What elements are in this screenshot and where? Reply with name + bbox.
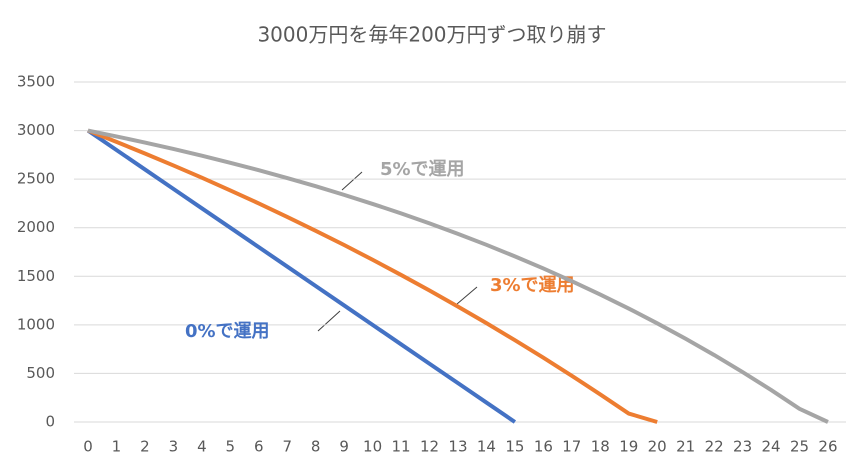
x-tick-label: 12 <box>420 438 439 456</box>
x-tick-label: 4 <box>197 438 207 456</box>
series-line <box>87 128 658 424</box>
x-tick-label: 0 <box>83 438 93 456</box>
x-tick-label: 3 <box>169 438 179 456</box>
leader-line <box>341 171 363 191</box>
y-tick-label: 2500 <box>17 170 55 188</box>
x-tick-label: 10 <box>363 438 382 456</box>
y-tick-label: 2000 <box>17 218 55 236</box>
series-label: 0%で運用 <box>185 321 270 342</box>
x-tick-label: 16 <box>534 438 553 456</box>
x-tick-label: 15 <box>505 438 524 456</box>
x-tick-label: 25 <box>790 438 809 456</box>
x-tick-label: 17 <box>562 438 581 456</box>
y-tick-label: 1000 <box>17 315 55 333</box>
x-tick-label: 26 <box>818 438 837 456</box>
x-tick-label: 14 <box>477 438 496 456</box>
x-tick-label: 9 <box>339 438 349 456</box>
series-label: 3%で運用 <box>490 275 575 296</box>
x-tick-label: 23 <box>733 438 752 456</box>
series-label: 5%で運用 <box>380 159 465 180</box>
x-tick-label: 5 <box>226 438 236 456</box>
series-line <box>87 128 829 424</box>
y-tick-label: 3500 <box>17 73 55 91</box>
x-tick-label: 13 <box>448 438 467 456</box>
leader-line <box>317 310 341 332</box>
y-tick-label: 500 <box>26 364 55 382</box>
leader-line <box>456 286 478 305</box>
x-tick-label: 8 <box>311 438 321 456</box>
y-tick-label: 3000 <box>17 121 55 139</box>
y-tick-label: 1500 <box>17 267 55 285</box>
chart-title: 3000万円を毎年200万円ずつ取り崩す <box>257 23 606 47</box>
x-tick-label: 6 <box>254 438 264 456</box>
x-tick-label: 20 <box>648 438 667 456</box>
x-tick-label: 1 <box>112 438 122 456</box>
x-tick-label: 11 <box>392 438 411 456</box>
x-tick-label: 19 <box>619 438 638 456</box>
y-tick-label: 0 <box>45 413 55 431</box>
x-tick-label: 7 <box>282 438 292 456</box>
series-line <box>86 128 517 424</box>
x-tick-label: 21 <box>676 438 695 456</box>
x-tick-label: 24 <box>761 438 780 456</box>
x-tick-label: 22 <box>705 438 724 456</box>
x-tick-label: 18 <box>591 438 610 456</box>
x-tick-label: 2 <box>140 438 150 456</box>
